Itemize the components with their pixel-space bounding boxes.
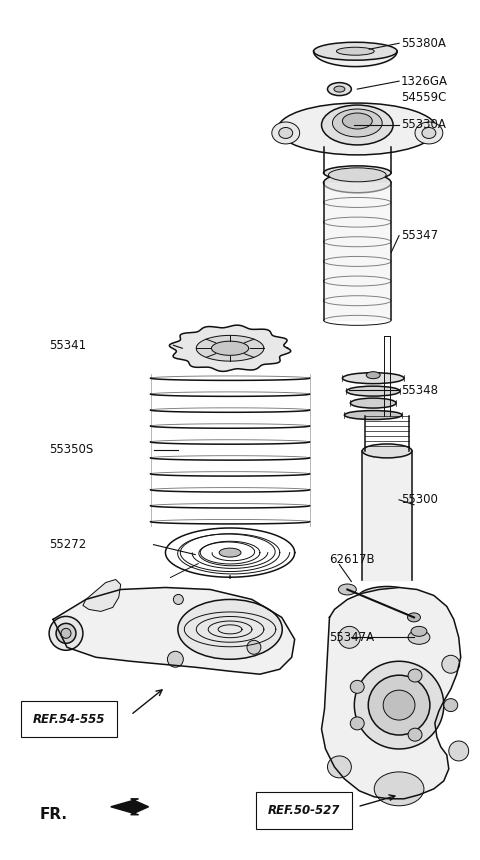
Text: 54559C: 54559C: [401, 90, 446, 103]
Text: 55347: 55347: [401, 229, 438, 243]
Ellipse shape: [408, 630, 430, 644]
Polygon shape: [196, 335, 264, 361]
Polygon shape: [111, 799, 148, 814]
Ellipse shape: [272, 122, 300, 144]
Polygon shape: [53, 587, 295, 674]
Text: 55347A: 55347A: [329, 631, 374, 644]
Text: 55330A: 55330A: [401, 119, 446, 132]
Ellipse shape: [408, 669, 422, 682]
Text: REF.50-527: REF.50-527: [268, 804, 340, 817]
Ellipse shape: [368, 675, 430, 735]
Ellipse shape: [347, 386, 400, 396]
Ellipse shape: [327, 756, 351, 778]
Ellipse shape: [338, 626, 360, 648]
Ellipse shape: [327, 83, 351, 95]
Ellipse shape: [342, 113, 372, 129]
Polygon shape: [169, 325, 291, 372]
Ellipse shape: [344, 410, 402, 420]
Ellipse shape: [350, 398, 396, 408]
Ellipse shape: [366, 372, 380, 378]
Ellipse shape: [354, 661, 444, 749]
Ellipse shape: [383, 691, 415, 720]
Ellipse shape: [219, 548, 241, 557]
Text: 1326GA: 1326GA: [401, 75, 448, 88]
Ellipse shape: [49, 617, 83, 650]
Text: 55348: 55348: [401, 384, 438, 396]
Ellipse shape: [336, 47, 374, 55]
Ellipse shape: [422, 127, 436, 138]
Ellipse shape: [328, 168, 386, 181]
Text: REF.54-555: REF.54-555: [33, 713, 106, 726]
Text: 55300: 55300: [401, 494, 438, 507]
Polygon shape: [322, 587, 461, 799]
Ellipse shape: [313, 42, 397, 60]
Ellipse shape: [338, 584, 356, 595]
Text: 55341: 55341: [49, 339, 86, 352]
Text: FR.: FR.: [39, 808, 67, 822]
Ellipse shape: [444, 698, 458, 711]
Ellipse shape: [365, 589, 409, 610]
Ellipse shape: [350, 680, 364, 693]
Ellipse shape: [350, 717, 364, 730]
Ellipse shape: [247, 641, 261, 654]
Ellipse shape: [178, 599, 282, 660]
Text: 55350S: 55350S: [49, 444, 94, 457]
Ellipse shape: [342, 372, 404, 384]
Ellipse shape: [324, 166, 391, 180]
Ellipse shape: [334, 86, 345, 92]
Ellipse shape: [322, 105, 393, 145]
Text: 55272: 55272: [49, 538, 86, 551]
Ellipse shape: [415, 122, 443, 144]
Ellipse shape: [324, 173, 391, 193]
Ellipse shape: [411, 626, 427, 636]
Ellipse shape: [173, 594, 183, 605]
Ellipse shape: [408, 728, 422, 741]
Polygon shape: [362, 451, 412, 580]
Ellipse shape: [61, 629, 71, 638]
Ellipse shape: [449, 741, 468, 761]
Ellipse shape: [168, 651, 183, 667]
Ellipse shape: [442, 655, 460, 673]
Ellipse shape: [377, 593, 397, 606]
Text: 55380A: 55380A: [401, 37, 446, 50]
Polygon shape: [212, 341, 249, 355]
Ellipse shape: [374, 772, 424, 806]
Ellipse shape: [356, 587, 418, 612]
Ellipse shape: [56, 624, 76, 643]
Polygon shape: [83, 580, 120, 611]
Ellipse shape: [362, 444, 412, 458]
Ellipse shape: [278, 103, 437, 155]
Ellipse shape: [408, 613, 420, 622]
Ellipse shape: [279, 127, 293, 138]
Ellipse shape: [382, 596, 392, 603]
Ellipse shape: [333, 109, 382, 137]
Text: 62617B: 62617B: [329, 553, 375, 566]
